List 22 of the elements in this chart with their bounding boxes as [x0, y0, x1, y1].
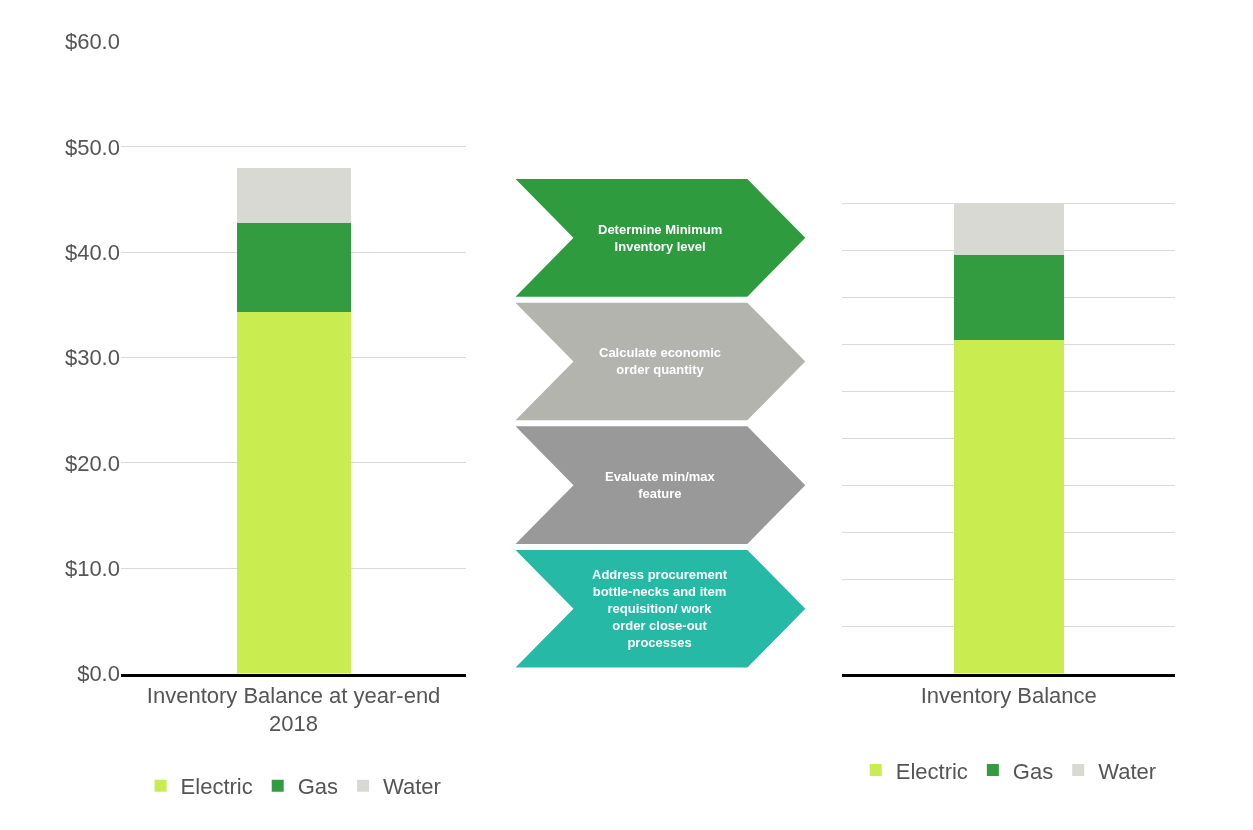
legend-label: Water [1098, 758, 1157, 784]
text: Calculate economic order quantity [599, 345, 722, 377]
x-tick-label: Inventory Balance [920, 682, 1097, 708]
y-tick-label: $30.0 [64, 345, 120, 371]
y-tick-label: $10.0 [64, 555, 120, 581]
x-tick-label: Inventory Balance at year-end 2018 [146, 682, 441, 737]
legend-label: Gas [1012, 758, 1054, 784]
text: Determine Minimum Inventory level [598, 222, 723, 254]
bar [236, 312, 351, 674]
text: Evaluate min/max feature [605, 469, 716, 501]
legend-label: Electric [895, 758, 968, 784]
y-tick-label: $40.0 [64, 239, 120, 265]
bar [236, 222, 351, 313]
y-tick-label: $50.0 [64, 134, 120, 160]
legend-label: Electric [180, 774, 253, 800]
y-tick-label: $60.0 [64, 29, 120, 55]
bar [236, 168, 351, 223]
text: Address procurement bottle-necks and item requisition/ work order close-out processes [592, 567, 728, 650]
legend-label: Water [383, 774, 441, 800]
y-tick-label: $20.0 [64, 450, 120, 476]
y-tick-label: $0.0 [77, 661, 120, 687]
legend-label: Gas [297, 774, 339, 800]
